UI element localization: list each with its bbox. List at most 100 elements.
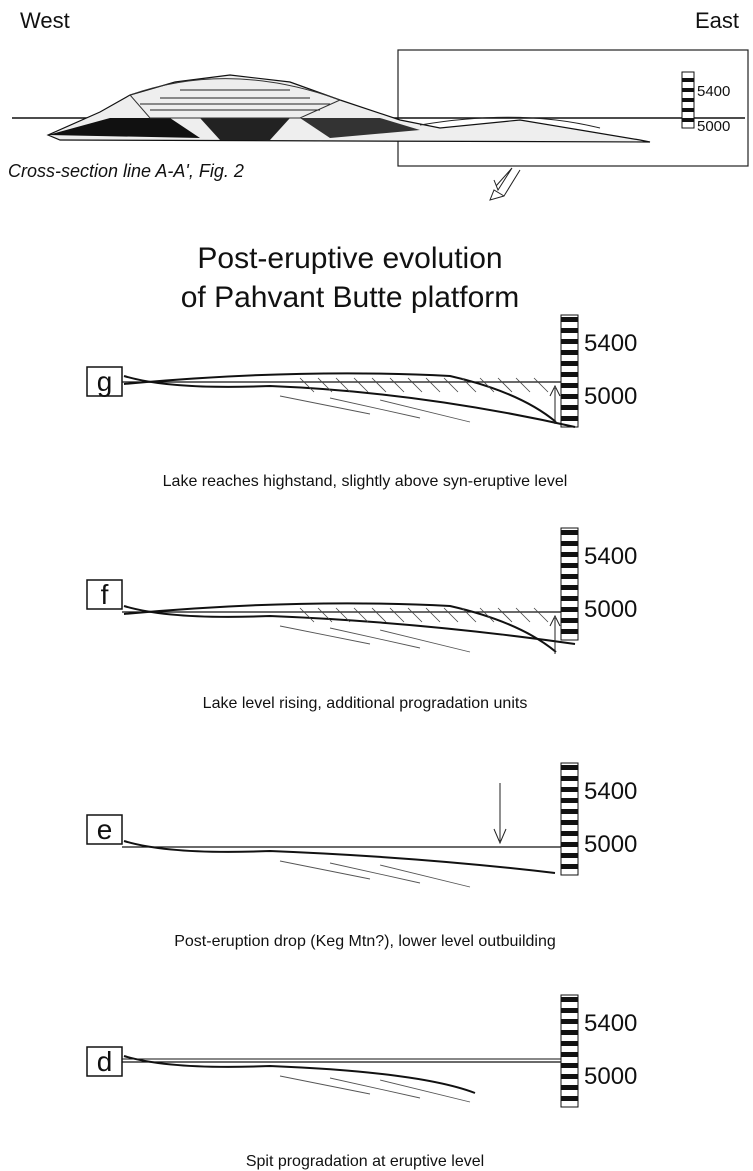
- clinoform: [279, 860, 371, 880]
- scale-band: [561, 864, 578, 869]
- panel-label-box: [86, 814, 123, 845]
- panel-label-box: [86, 579, 123, 610]
- foreset: [497, 377, 513, 393]
- foreset: [317, 377, 333, 393]
- scale-band: [561, 765, 578, 770]
- foreset: [299, 607, 315, 623]
- scale-band: [561, 416, 578, 421]
- foreset: [371, 377, 387, 393]
- scale-band: [561, 809, 578, 814]
- foreset: [479, 607, 495, 623]
- east-label: East: [695, 8, 739, 33]
- clinoform: [329, 862, 421, 884]
- scale-band: [561, 585, 578, 590]
- panel-label: e: [97, 814, 113, 845]
- title-line: of Pahvant Butte platform: [181, 281, 520, 314]
- scale-band: [561, 1052, 578, 1057]
- terrain: [123, 375, 576, 428]
- foreset: [533, 377, 549, 393]
- scale-band: [561, 1008, 578, 1013]
- scale-band: [561, 563, 578, 568]
- foreset: [425, 607, 441, 623]
- panel-caption: Lake reaches highstand, slightly above s…: [163, 473, 568, 490]
- foreset: [317, 607, 333, 623]
- scale-upper: 5400: [697, 83, 730, 100]
- scale-band: [561, 350, 578, 355]
- panel-label: f: [101, 579, 109, 610]
- foreset: [335, 377, 351, 393]
- clinoform: [379, 629, 471, 653]
- scale-band: [561, 1085, 578, 1090]
- panel: 5400 5000 f: [86, 527, 637, 654]
- scale-band: [561, 574, 578, 579]
- scale-band: [561, 618, 578, 623]
- scale-band: [561, 552, 578, 557]
- scale-upper: 5400: [584, 778, 637, 805]
- foreset: [461, 377, 477, 393]
- scale-band: [561, 394, 578, 399]
- panel-label: d: [97, 1046, 113, 1077]
- terrain: [123, 605, 576, 645]
- foreset: [533, 607, 549, 623]
- scale-lower: 5000: [584, 596, 637, 623]
- scale-band: [561, 776, 578, 781]
- scale-band: [561, 383, 578, 388]
- foreset: [371, 607, 387, 623]
- scale-band: [561, 405, 578, 410]
- scale-band: [561, 787, 578, 792]
- terrain: [123, 840, 556, 874]
- clinoform: [329, 1077, 421, 1099]
- scale-band: [561, 361, 578, 366]
- scale-band: [561, 1019, 578, 1024]
- scale-upper: 5400: [584, 1010, 637, 1037]
- scale-band: [561, 1096, 578, 1101]
- scale-upper: 5400: [584, 543, 637, 570]
- clinoform: [329, 397, 421, 419]
- foreset: [443, 607, 459, 623]
- foreset: [515, 607, 531, 623]
- scale-band: [561, 629, 578, 634]
- clinoform: [379, 1079, 471, 1103]
- scale-band: [561, 372, 578, 377]
- clinoform: [279, 625, 371, 645]
- platform: [123, 372, 557, 423]
- scale-band: [561, 798, 578, 803]
- panel-label-box: [86, 366, 123, 397]
- foreset: [389, 607, 405, 623]
- scale-band: [561, 328, 578, 333]
- scale-band: [561, 853, 578, 858]
- scale-band: [561, 1030, 578, 1035]
- clinoform: [279, 395, 371, 415]
- clinoform: [279, 1075, 371, 1095]
- panel-caption: Lake level rising, additional progradati…: [203, 695, 528, 712]
- foreset: [515, 377, 531, 393]
- arrow: [493, 783, 507, 845]
- foreset: [353, 377, 369, 393]
- scale-band: [561, 1041, 578, 1046]
- arrow: [549, 614, 561, 654]
- overview-section: 5400 5000: [12, 49, 749, 201]
- panel-caption: Post-eruption drop (Keg Mtn?), lower lev…: [174, 933, 556, 950]
- scale-lower: 5000: [697, 118, 730, 135]
- arrow: [549, 384, 561, 424]
- clinoform: [379, 399, 471, 423]
- scale-band: [561, 842, 578, 847]
- overview-caption: Cross-section line A-A', Fig. 2: [8, 161, 244, 181]
- foreset: [461, 607, 477, 623]
- title-line: Post-eruptive evolution: [197, 242, 502, 275]
- panel-label: g: [97, 366, 113, 397]
- scale-band: [561, 831, 578, 836]
- foreset: [407, 377, 423, 393]
- west-label: West: [20, 8, 70, 33]
- panel: 5400 5000 d: [86, 994, 637, 1108]
- panel-label-box: [86, 1046, 123, 1077]
- scale-lower: 5000: [584, 1063, 637, 1090]
- clinoform: [379, 864, 471, 888]
- panel: 5400 5000 g: [86, 314, 637, 428]
- foreset: [335, 607, 351, 623]
- terrain: [123, 1055, 476, 1094]
- foreset: [443, 377, 459, 393]
- scale-band: [561, 1063, 578, 1068]
- scale-band: [561, 997, 578, 1002]
